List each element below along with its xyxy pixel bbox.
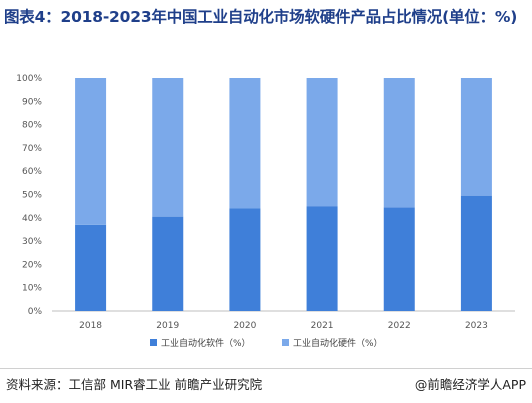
bar-software [306,206,338,311]
bar-hardware [383,78,415,208]
y-tick-label: 90% [22,97,42,107]
source-note: 资料来源：工信部 MIR睿工业 前瞻产业研究院 [6,377,263,392]
brand-label: @前瞻经济学人APP [414,377,526,392]
y-tick-label: 30% [22,237,42,247]
bar-hardware [460,78,492,196]
legend-swatch-hardware [282,339,289,346]
x-tick-label: 2019 [156,321,179,331]
y-axis: 0% 10% 20% 30% 40% 50% 60% 70% 80% 90% 100% [16,74,42,317]
x-tick-label: 2023 [465,321,488,331]
x-axis: 2018 2019 2020 2021 2022 2023 [79,321,488,331]
y-tick-label: 100% [16,74,42,84]
y-tick-label: 10% [22,284,42,294]
chart-title: 图表4：2018-2023年中国工业自动化市场软硬件产品占比情况(单位：%) [4,8,518,26]
bar-hardware [306,78,338,207]
x-tick-label: 2022 [388,321,411,331]
bar-software [229,208,261,311]
x-tick-label: 2020 [233,321,256,331]
y-tick-label: 80% [22,121,42,131]
bar-hardware [75,78,107,225]
y-tick-label: 50% [22,191,42,201]
legend-label-software: 工业自动化软件（%） [161,337,251,349]
x-tick-label: 2021 [311,321,334,331]
y-tick-label: 40% [22,214,42,224]
bar-software [75,224,107,311]
bar-hardware [152,78,184,217]
y-tick-label: 20% [22,260,42,270]
y-tick-label: 60% [22,167,42,177]
legend: 工业自动化软件（%） 工业自动化硬件（%） [150,337,383,349]
legend-swatch-software [150,339,157,346]
bar-chart: 0%10%20%30%40%50%60%70%80%90%100% 2018 20… [16,74,515,349]
x-tick-label: 2018 [79,321,102,331]
bar-software [460,195,492,311]
y-tick-label: 70% [22,144,42,154]
bar-hardware [229,78,261,209]
bars [75,78,492,311]
bar-software [152,216,184,311]
y-tick-label: 0% [28,307,43,317]
legend-label-hardware: 工业自动化硬件（%） [293,337,383,349]
footer-divider [0,368,532,369]
bar-software [383,207,415,311]
